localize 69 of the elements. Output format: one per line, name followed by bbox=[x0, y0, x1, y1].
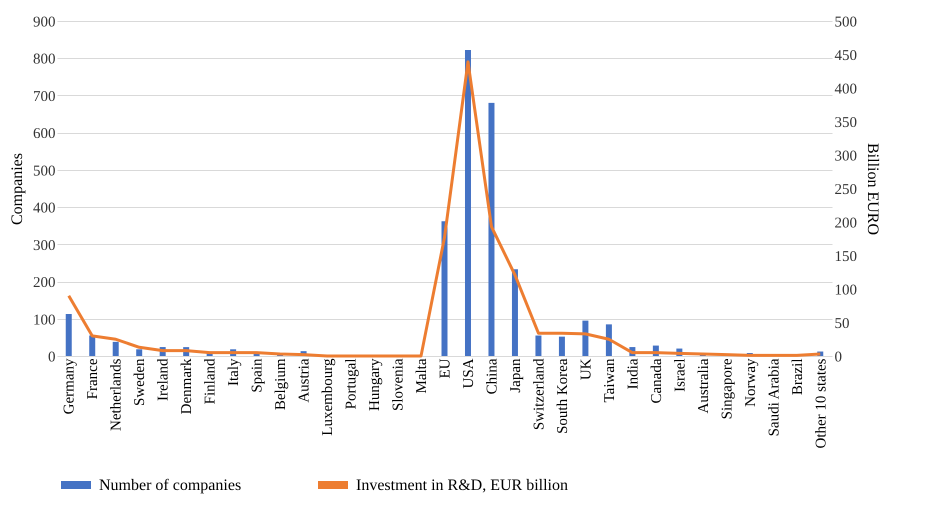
bar bbox=[512, 269, 518, 356]
y-tick-label: 800 bbox=[33, 52, 56, 68]
x-tick-label: Germany bbox=[62, 358, 78, 414]
legend-label: Number of companies bbox=[99, 477, 242, 494]
x-tick-label: India bbox=[625, 358, 642, 390]
y2-tick-label: 500 bbox=[834, 14, 857, 30]
bar bbox=[535, 336, 542, 356]
x-tick-label: Sweden bbox=[132, 358, 148, 406]
x-tick-label: France bbox=[85, 358, 102, 400]
x-tick-label: Luxembourg bbox=[320, 358, 336, 436]
x-tick-label: Israel bbox=[672, 358, 688, 392]
x-tick-label: Norway bbox=[742, 358, 759, 407]
y-tick-label: 400 bbox=[33, 200, 56, 217]
y2-tick-label: 150 bbox=[834, 249, 857, 265]
y2-tick-label: 300 bbox=[834, 148, 857, 164]
x-tick-label: China bbox=[484, 358, 500, 394]
legend-label: Investment in R&D, EUR billion bbox=[356, 477, 568, 494]
x-tick-label: Singapore bbox=[719, 358, 736, 420]
y-tick-label: 300 bbox=[33, 238, 56, 254]
y2-tick-label: 450 bbox=[834, 48, 857, 64]
x-tick-label: Spain bbox=[250, 358, 266, 393]
bar bbox=[582, 320, 588, 356]
x-tick-label: Saudi Arabia bbox=[766, 358, 782, 436]
x-tick-label: Belgium bbox=[273, 358, 290, 410]
y-tick-label: 200 bbox=[33, 275, 56, 292]
y-axis-title: Companies bbox=[9, 153, 26, 225]
x-tick-label: Canada bbox=[648, 358, 665, 404]
x-tick-label: Portugal bbox=[344, 358, 360, 410]
bar bbox=[488, 102, 494, 356]
y2-tick-label: 350 bbox=[834, 115, 857, 131]
x-tick-label: Austria bbox=[296, 358, 313, 403]
x-tick-label: Malta bbox=[414, 358, 430, 394]
x-tick-label: Other 10 states bbox=[813, 358, 830, 448]
x-tick-label: Australia bbox=[696, 358, 712, 414]
y-tick-label: 0 bbox=[48, 350, 56, 366]
x-tick-label: Denmark bbox=[179, 358, 196, 414]
line-series bbox=[67, 60, 822, 358]
x-tick-label: Italy bbox=[226, 358, 242, 386]
x-tick-label: Finland bbox=[202, 358, 219, 404]
x-tick-label: Taiwan bbox=[602, 358, 618, 402]
x-tick-label: USA bbox=[460, 358, 477, 389]
bar bbox=[136, 349, 142, 356]
y2-axis-title: Billion EURO bbox=[864, 142, 881, 236]
x-tick-label: Netherlands bbox=[108, 358, 125, 431]
x-tick-label: Ireland bbox=[156, 358, 172, 401]
x-tick-label: South Korea bbox=[554, 358, 571, 434]
y2-tick-label: 400 bbox=[834, 82, 857, 98]
x-tick-label: UK bbox=[578, 358, 594, 380]
y2-tick-label: 50 bbox=[834, 316, 850, 332]
x-tick-label: Switzerland bbox=[531, 358, 548, 430]
bar bbox=[66, 314, 72, 356]
y-tick-label: 600 bbox=[33, 126, 56, 142]
y2-tick-label: 100 bbox=[834, 282, 857, 298]
y2-tick-label: 200 bbox=[834, 216, 857, 232]
bar bbox=[89, 336, 96, 356]
x-tick-label: EU bbox=[438, 358, 454, 378]
x-tick-label: Brazil bbox=[790, 358, 806, 396]
y-tick-label: 100 bbox=[33, 312, 56, 328]
y-tick-label: 900 bbox=[33, 14, 56, 30]
y2-tick-label: 250 bbox=[834, 182, 857, 198]
bar bbox=[112, 342, 119, 356]
bar bbox=[464, 50, 471, 356]
x-tick-label: Slovenia bbox=[390, 358, 407, 411]
y-tick-label: 500 bbox=[33, 163, 56, 180]
y-tick-label: 700 bbox=[33, 88, 56, 105]
y2-tick-label: 0 bbox=[834, 350, 842, 366]
x-tick-label: Japan bbox=[508, 358, 524, 393]
x-tick-label: Hungary bbox=[367, 358, 384, 411]
bar bbox=[558, 336, 565, 356]
